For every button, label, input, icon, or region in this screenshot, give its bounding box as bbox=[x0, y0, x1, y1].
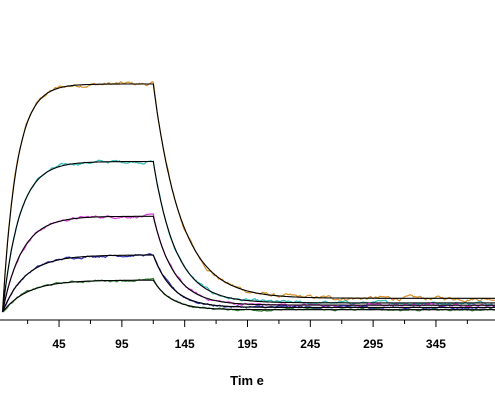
measured-curve-2 bbox=[1, 159, 495, 313]
x-tick-layer: 45 95 145 195 245 295 345 bbox=[27, 320, 468, 351]
x-tick-label: 95 bbox=[115, 337, 129, 351]
x-axis-label: Tim e bbox=[230, 373, 264, 388]
measured-curve-1 bbox=[1, 81, 495, 313]
x-tick-label: 145 bbox=[175, 337, 195, 351]
x-tick-label: 245 bbox=[300, 337, 320, 351]
fit-curve-2 bbox=[1, 160, 495, 313]
x-tick-label: 295 bbox=[363, 337, 383, 351]
fit-curve-4 bbox=[1, 254, 495, 313]
fit-curve-5 bbox=[2, 279, 495, 313]
x-tick-label: 345 bbox=[426, 337, 446, 351]
series-layer bbox=[1, 81, 495, 313]
x-tick-label: 195 bbox=[237, 337, 257, 351]
fit-curve-1 bbox=[1, 83, 495, 313]
fit-curve-3 bbox=[1, 215, 495, 313]
x-tick-label: 45 bbox=[52, 337, 66, 351]
